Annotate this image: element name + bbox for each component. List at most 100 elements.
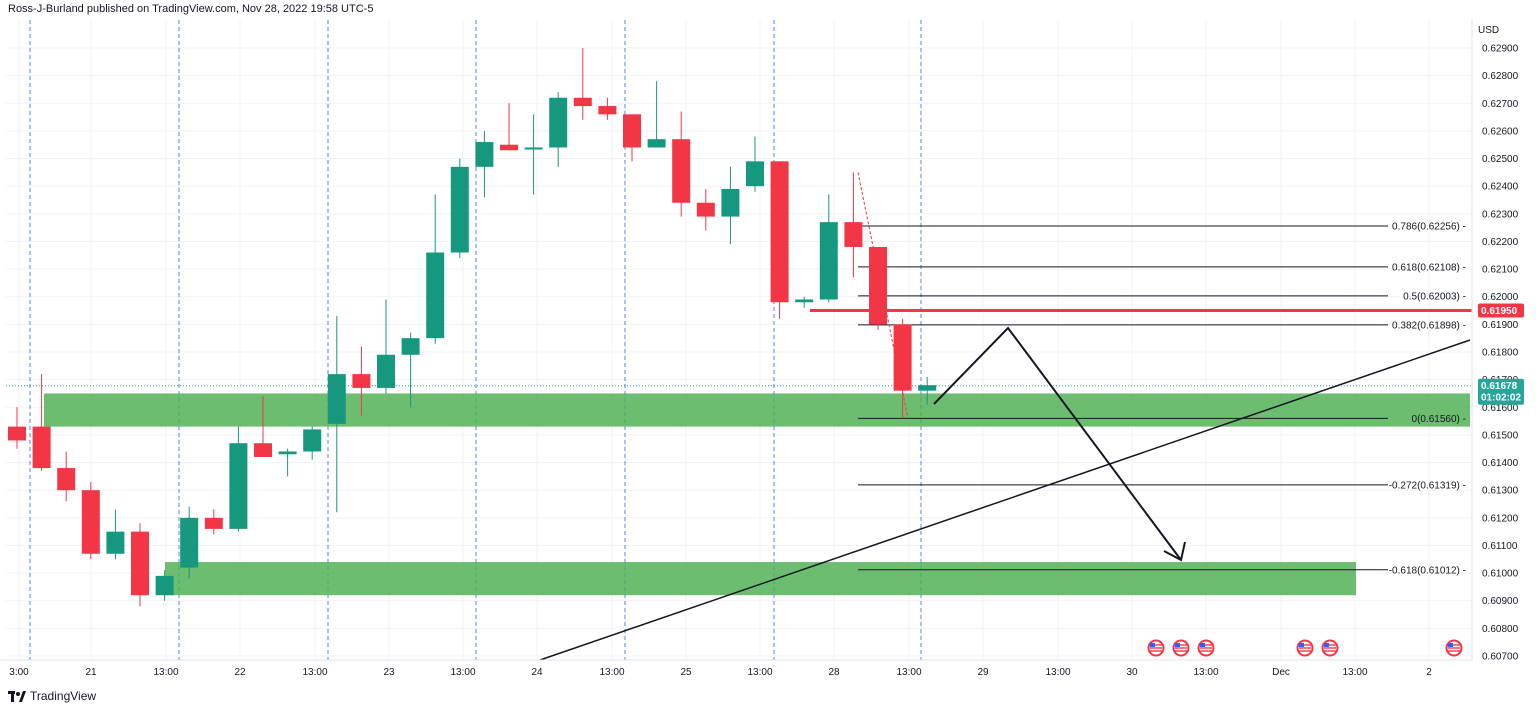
y-axis-tick-label: 0.62800 <box>1482 71 1519 82</box>
x-axis-tick-label: 28 <box>828 667 840 678</box>
x-axis-tick-label: 25 <box>680 667 692 678</box>
candle-body[interactable] <box>426 252 445 339</box>
y-axis-tick-label: 0.61900 <box>1482 320 1519 331</box>
candle-body[interactable] <box>278 451 297 455</box>
fib-level-label: -0.618(0.61012) - <box>1389 565 1466 576</box>
candle-body[interactable] <box>81 490 100 554</box>
x-axis-tick-label: 13:00 <box>153 667 178 678</box>
y-axis-tick-label: 0.61500 <box>1482 430 1519 441</box>
candle-body[interactable] <box>770 161 789 303</box>
x-axis-tick-label: 21 <box>85 667 97 678</box>
x-axis-tick-label: 2 <box>1426 667 1432 678</box>
price-badge-resistance <box>1478 303 1524 318</box>
y-axis-tick-label: 0.62100 <box>1482 265 1519 276</box>
candle-body[interactable] <box>327 374 346 424</box>
price-badge-countdown: 01:02:02 <box>1481 393 1521 404</box>
x-axis-tick-label: 24 <box>531 667 543 678</box>
y-axis-tick-label: 0.62900 <box>1482 44 1519 55</box>
candle-body[interactable] <box>106 531 125 554</box>
candle-body[interactable] <box>844 222 863 247</box>
x-axis-tick-label: 30 <box>1126 667 1138 678</box>
x-axis-tick-label: 13:00 <box>1045 667 1070 678</box>
y-axis-tick-label: 0.61200 <box>1482 513 1519 524</box>
y-axis-currency: USD <box>1478 25 1499 36</box>
y-axis-tick-label: 0.61600 <box>1482 403 1519 414</box>
x-axis-tick-label: 13:00 <box>302 667 327 678</box>
tradingview-footer[interactable]: TradingView <box>8 689 96 703</box>
candle-body[interactable] <box>869 246 887 325</box>
y-axis-tick-label: 0.62500 <box>1482 154 1519 165</box>
candle-body[interactable] <box>623 114 641 148</box>
publisher-header: Ross-J-Burland published on TradingView.… <box>8 3 374 15</box>
candle-body[interactable] <box>696 202 715 217</box>
y-axis-tick-label: 0.61100 <box>1482 541 1518 552</box>
x-axis-tick-label: 13:00 <box>599 667 624 678</box>
y-axis-tick-label: 0.62300 <box>1482 209 1519 220</box>
candle-body[interactable] <box>598 106 617 115</box>
fib-level-label: 0.5(0.62003) - <box>1403 291 1466 302</box>
candle-body[interactable] <box>573 97 592 107</box>
candle-body[interactable] <box>450 166 469 253</box>
fib-level-label: 0(0.61560) - <box>1412 414 1466 425</box>
y-axis-tick-label: 0.62000 <box>1482 292 1519 303</box>
fib-level-label: 0.786(0.62256) - <box>1392 221 1466 232</box>
candle-body[interactable] <box>204 517 223 529</box>
candle-body[interactable] <box>672 139 691 203</box>
candle-body[interactable] <box>229 443 248 529</box>
y-axis-tick-label: 0.61300 <box>1482 486 1519 497</box>
candle-body[interactable] <box>475 141 494 167</box>
x-axis-tick-label: 29 <box>977 667 989 678</box>
support-zone[interactable] <box>165 562 1356 596</box>
y-axis-tick-label: 0.61000 <box>1482 569 1519 580</box>
trendline[interactable] <box>539 339 1471 661</box>
candle-body[interactable] <box>401 338 420 355</box>
x-axis-tick-label: Dec <box>1272 667 1290 678</box>
candle-body[interactable] <box>647 139 666 148</box>
candle-body[interactable] <box>155 575 174 596</box>
candle-body[interactable] <box>377 354 395 388</box>
y-axis-tick-label: 0.62400 <box>1482 182 1519 193</box>
tradingview-logo-icon <box>8 690 26 702</box>
candle-body[interactable] <box>8 426 26 441</box>
candle-body[interactable] <box>524 147 543 150</box>
us-flag-icon[interactable] <box>1296 639 1314 657</box>
candle-body[interactable] <box>303 429 322 452</box>
x-axis-tick-label: 3:00 <box>9 667 29 678</box>
price-badge-current <box>1478 378 1524 405</box>
us-flag-icon[interactable] <box>1147 639 1165 657</box>
y-axis-tick-label: 0.62600 <box>1482 126 1519 137</box>
fib-level-label: 0.618(0.62108) - <box>1392 262 1466 273</box>
x-axis-tick-label: 13:00 <box>1193 667 1218 678</box>
candle-body[interactable] <box>893 324 912 391</box>
candle-body[interactable] <box>795 299 814 303</box>
x-axis-tick-label: 23 <box>383 667 395 678</box>
candle-body[interactable] <box>500 144 518 151</box>
us-flag-icon[interactable] <box>1445 639 1463 657</box>
candle-body[interactable] <box>819 222 838 300</box>
fib-level-label: -0.272(0.61319) - <box>1389 480 1466 491</box>
x-axis-tick-label: 22 <box>234 667 246 678</box>
projection-path[interactable] <box>933 326 1182 561</box>
us-flag-icon[interactable] <box>1172 639 1190 657</box>
candle-body[interactable] <box>180 517 199 568</box>
y-axis-tick-label: 0.60800 <box>1482 624 1519 635</box>
candle-body[interactable] <box>549 97 568 148</box>
y-axis-tick-label: 0.61400 <box>1482 458 1519 469</box>
us-flag-icon[interactable] <box>1321 639 1339 657</box>
candle-body[interactable] <box>721 188 740 217</box>
x-axis-tick-label: 13:00 <box>1342 667 1367 678</box>
candle-body[interactable] <box>32 426 51 469</box>
candle-body[interactable] <box>352 374 371 388</box>
x-axis-tick-label: 13:00 <box>747 667 772 678</box>
projection-arrowhead <box>1163 541 1186 562</box>
candle-body[interactable] <box>746 161 764 187</box>
us-flag-icon[interactable] <box>1197 639 1215 657</box>
candle-body[interactable] <box>254 443 272 458</box>
candle-body[interactable] <box>918 385 937 391</box>
y-axis-tick-label: 0.62700 <box>1482 99 1519 110</box>
support-zone[interactable] <box>44 393 1470 427</box>
candle-body[interactable] <box>57 468 76 491</box>
y-axis-tick-label: 0.60900 <box>1482 596 1519 607</box>
candle-body[interactable] <box>131 531 149 596</box>
